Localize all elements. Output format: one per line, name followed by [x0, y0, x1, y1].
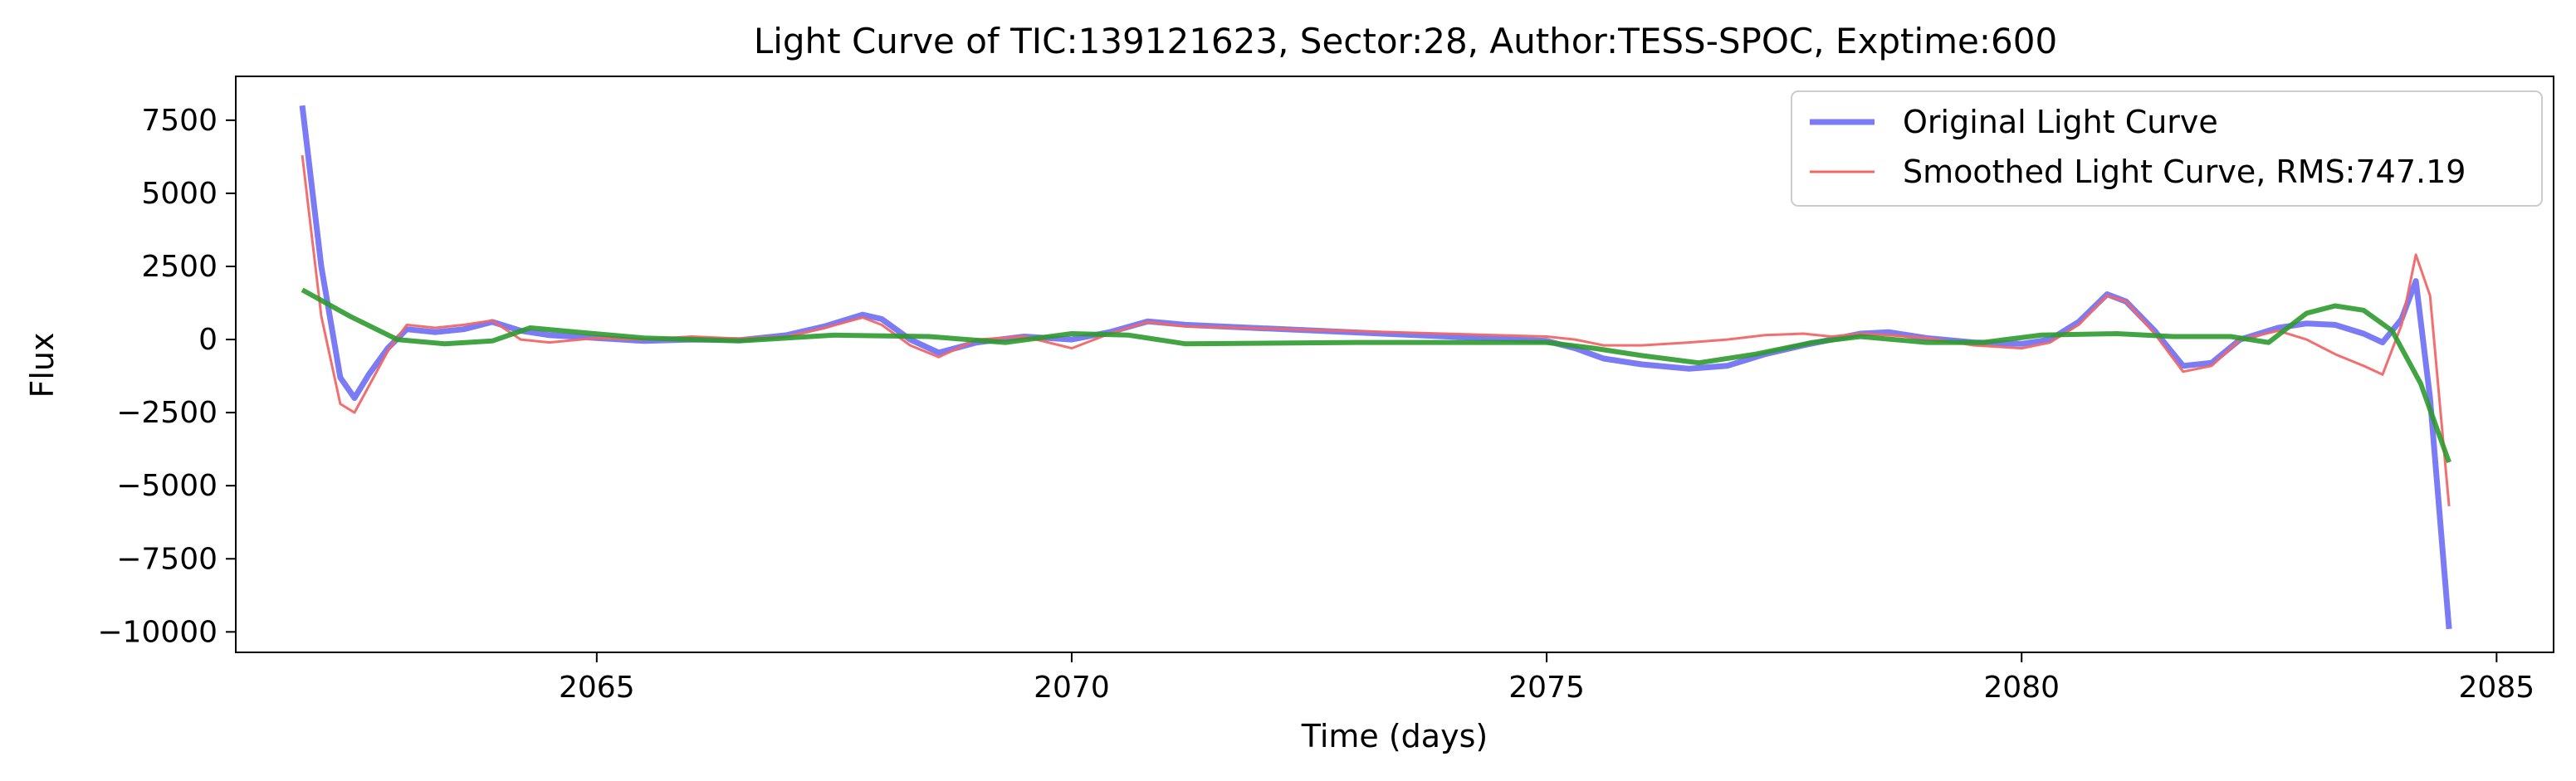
x-tick-label: 2075 — [1508, 671, 1585, 705]
x-tick-label: 2080 — [1983, 671, 2060, 705]
y-tick-label: 2500 — [141, 250, 218, 284]
y-tick-label: 7500 — [141, 104, 218, 138]
plot-frame — [235, 76, 2554, 653]
smoothed-light-curve-line — [301, 154, 2451, 507]
y-tick-label: −2500 — [116, 396, 218, 430]
y-tick-label: −5000 — [116, 469, 218, 503]
y-tick-label: −10000 — [97, 615, 218, 649]
y-tick-label: −7500 — [116, 542, 218, 576]
legend-box — [1791, 90, 2543, 207]
y-tick-label: 5000 — [141, 177, 218, 211]
y-axis-label: Flux — [24, 333, 61, 398]
chart-title: Light Curve of TIC:139121623, Sector:28,… — [754, 21, 2057, 61]
plot-area — [299, 105, 2452, 630]
x-axis: 2065 2070 2075 2080 2085 — [559, 652, 2534, 705]
x-tick-label: 2085 — [2459, 671, 2535, 705]
x-tick-label: 2065 — [559, 671, 635, 705]
x-tick-label: 2070 — [1034, 671, 1110, 705]
y-axis: 7500 5000 2500 0 −2500 −5000 −7500 −10000 — [97, 104, 236, 649]
legend-label-original: Original Light Curve — [1903, 104, 2218, 140]
legend-label-smoothed: Smoothed Light Curve, RMS:747.19 — [1903, 154, 2466, 190]
trend-fit-line — [301, 287, 2451, 464]
legend: Original Light Curve Smoothed Light Curv… — [1791, 90, 2543, 207]
x-axis-label: Time (days) — [1301, 718, 1488, 754]
y-tick-label: 0 — [198, 323, 218, 357]
